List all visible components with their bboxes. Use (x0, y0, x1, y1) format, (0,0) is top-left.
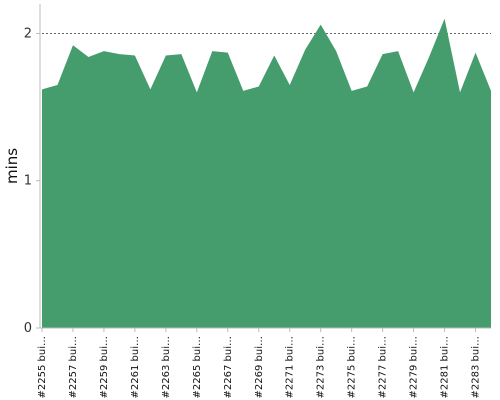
x-tick-labels: #2255 bui… #2257 bui… #2259 bui… #2261 bui…… (37, 328, 482, 398)
x-tick-label: #2275 bui… (347, 336, 358, 398)
x-tick-label: #2279 bui… (409, 336, 420, 398)
y-tick-labels: 0 1 2 (24, 26, 40, 336)
x-tick-label: #2269 bui… (254, 336, 265, 398)
x-tick-label: #2277 bui… (378, 336, 389, 398)
area-layer (42, 18, 491, 328)
y-axis-title: mins (3, 148, 21, 184)
x-tick-label: #2263 bui… (161, 336, 172, 398)
y-tick-label-2: 2 (24, 26, 32, 41)
x-tick-label: #2255 bui… (37, 336, 48, 398)
x-tick-label: #2273 bui… (316, 336, 327, 398)
x-tick-label: #2257 bui… (68, 336, 79, 398)
x-tick-label: #2271 bui… (285, 336, 296, 398)
x-tick-label: #2259 bui… (99, 336, 110, 398)
x-tick-label: #2261 bui… (130, 336, 141, 398)
y-tick-label-1: 1 (24, 174, 32, 189)
x-tick-label: #2281 bui… (440, 336, 451, 398)
area-series (42, 18, 491, 328)
x-tick-label: #2265 bui… (192, 336, 203, 398)
axis-layer (39, 4, 491, 329)
x-tick-label: #2267 bui… (223, 336, 234, 398)
x-tick-label: #2283 bui… (471, 336, 482, 398)
y-tick-label-0: 0 (24, 321, 32, 336)
